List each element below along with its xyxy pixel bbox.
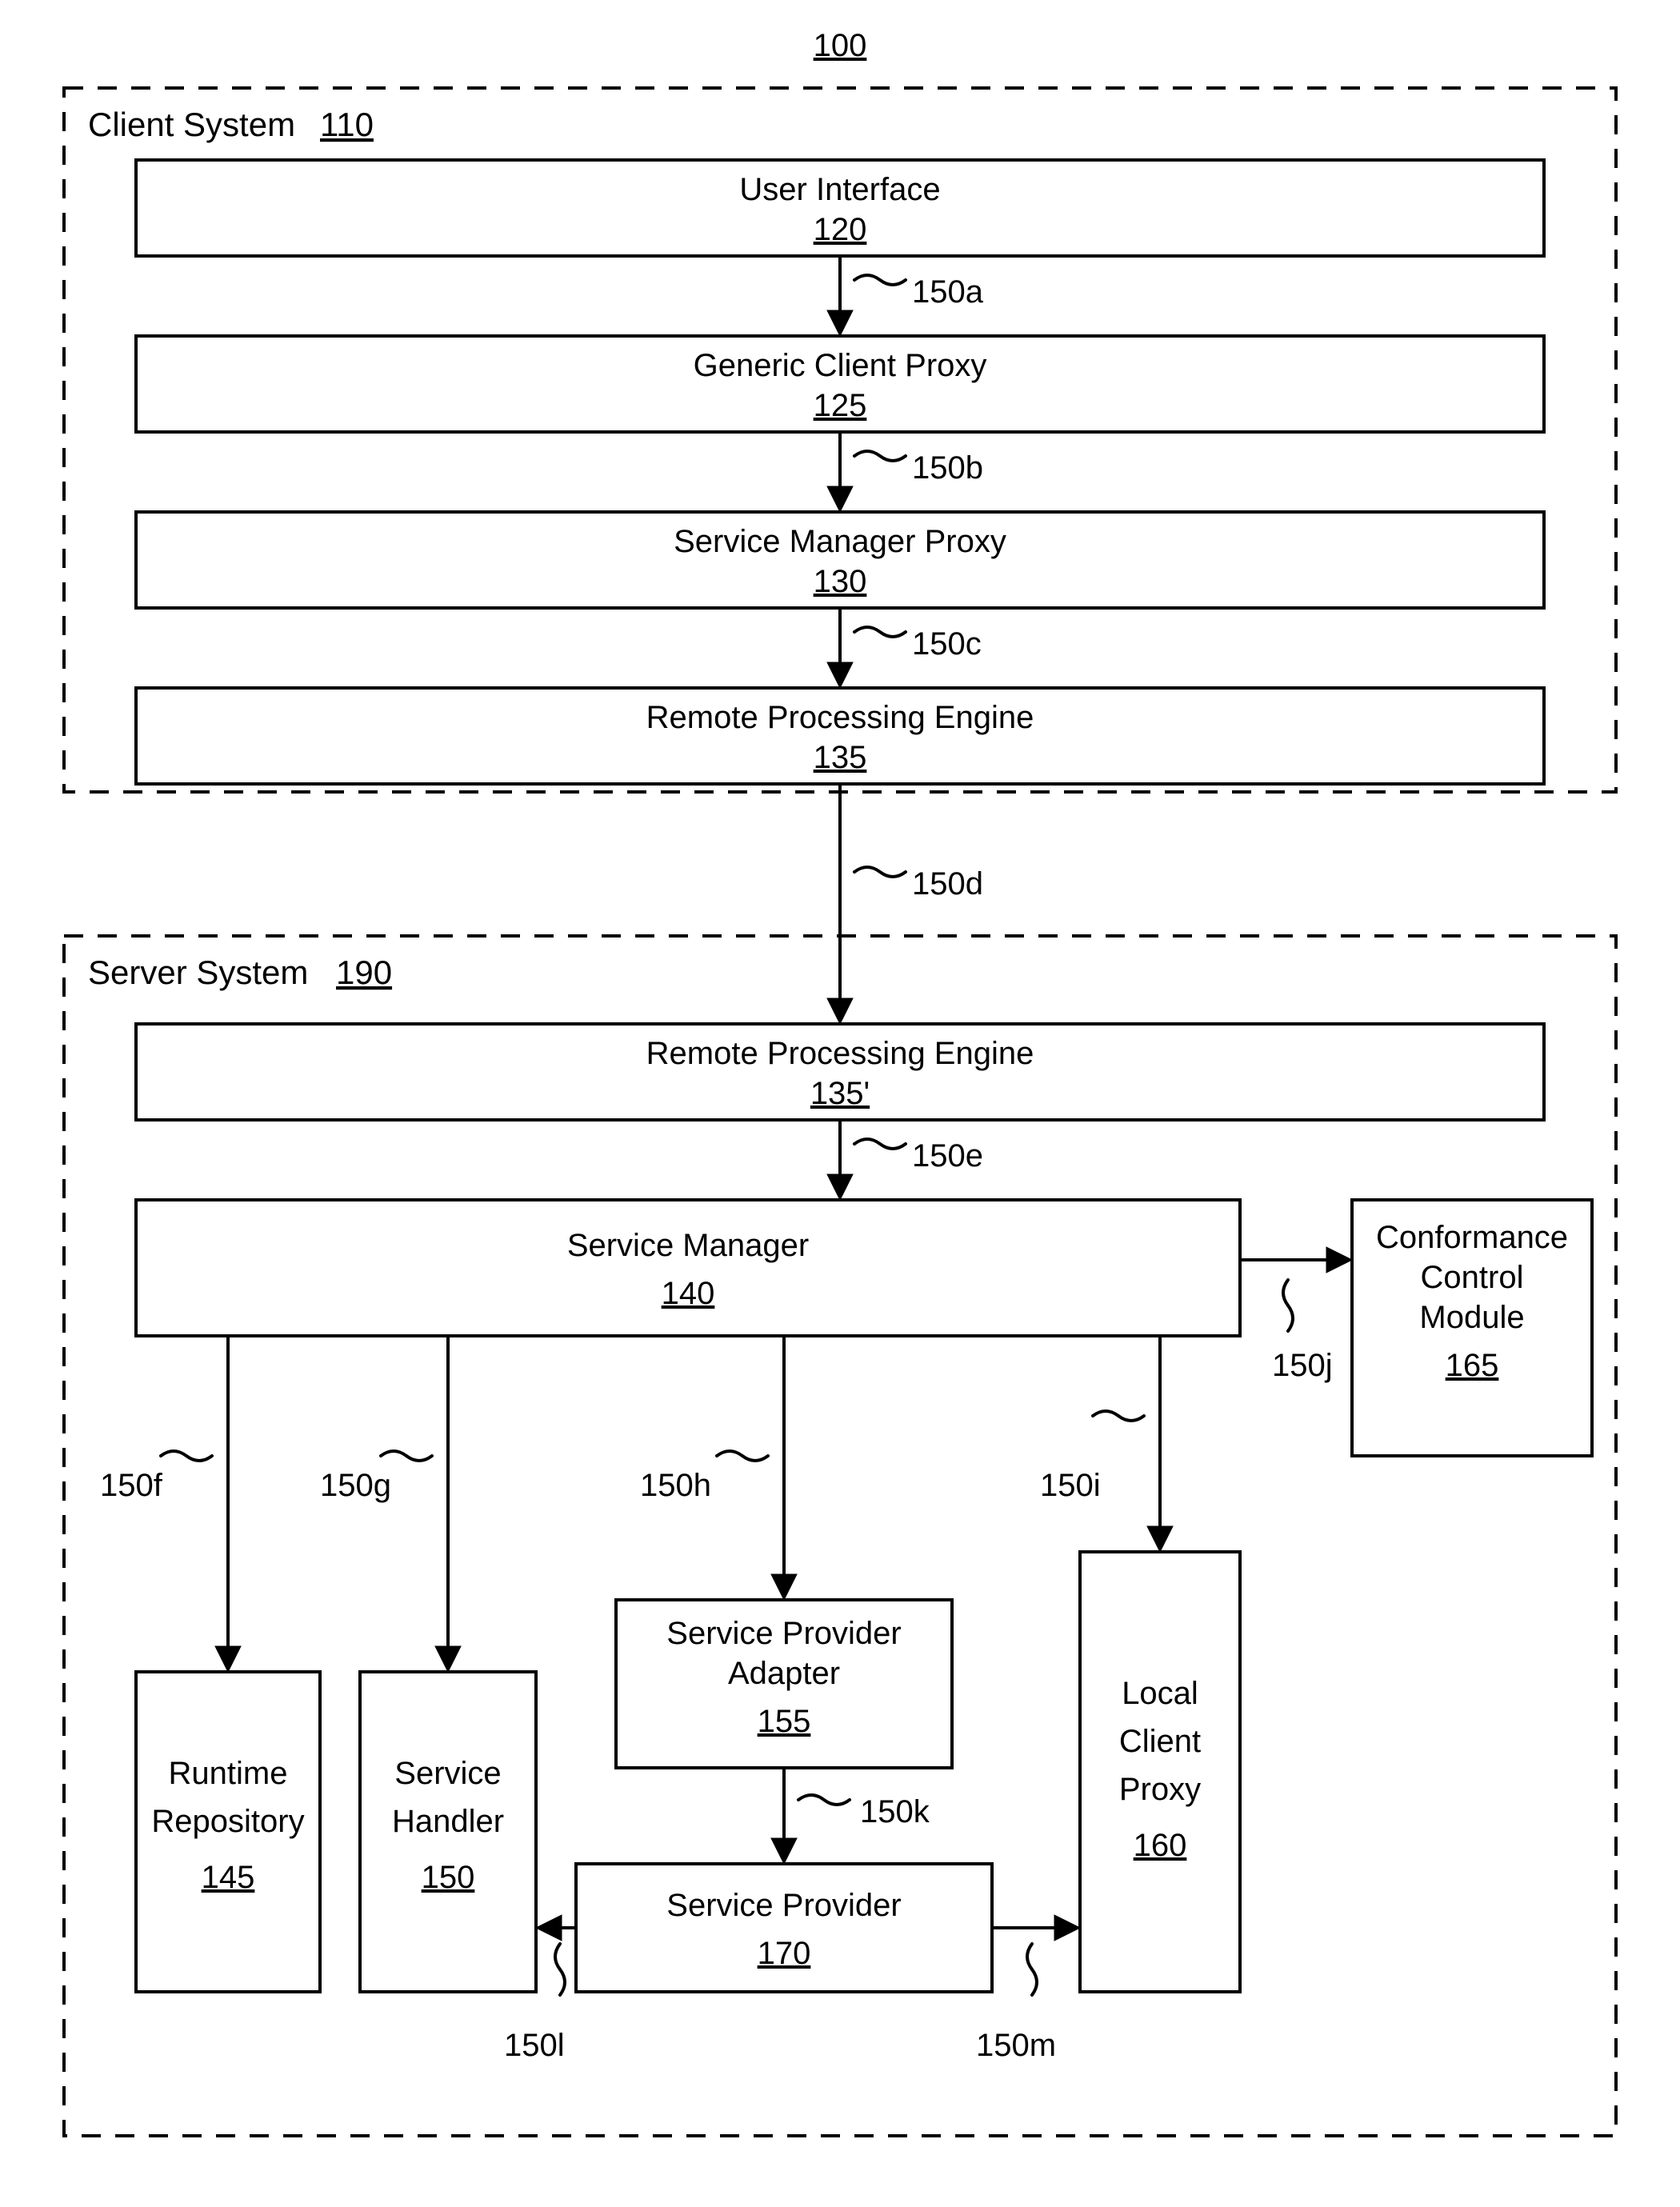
ccm-ref: 165 bbox=[1446, 1348, 1499, 1383]
svg-text:150g: 150g bbox=[320, 1468, 391, 1503]
svg-text:150l: 150l bbox=[504, 2028, 565, 2063]
user-interface-ref: 120 bbox=[814, 212, 867, 247]
lcp-line1: Local bbox=[1122, 1676, 1198, 1711]
sp-line1: Service Provider bbox=[666, 1888, 901, 1923]
edge-150k: 150k bbox=[771, 1768, 930, 1864]
service-provider-box bbox=[576, 1864, 992, 1992]
edge-150d: 150d bbox=[827, 784, 983, 1024]
svg-text:150f: 150f bbox=[100, 1468, 163, 1503]
diagram-root: 100 Client System 110 User Interface 120… bbox=[0, 0, 1680, 2203]
edge-150i: 150i bbox=[1040, 1336, 1173, 1552]
lcp-line3: Proxy bbox=[1119, 1772, 1201, 1807]
rr-line1: Runtime bbox=[169, 1756, 288, 1791]
rr-ref: 145 bbox=[202, 1860, 255, 1895]
ccm-line1: Conformance bbox=[1376, 1220, 1568, 1255]
server-system-ref: 190 bbox=[336, 954, 392, 991]
svg-text:150i: 150i bbox=[1040, 1468, 1101, 1503]
remote-processing-engine-client-ref: 135 bbox=[814, 740, 867, 775]
remote-processing-engine-server-title: Remote Processing Engine bbox=[646, 1036, 1034, 1071]
svg-text:150d: 150d bbox=[912, 866, 983, 902]
edge-150c: 150c bbox=[827, 608, 982, 688]
user-interface-title: User Interface bbox=[739, 172, 940, 207]
edge-150h: 150h bbox=[640, 1336, 797, 1600]
edge-150g: 150g bbox=[320, 1336, 461, 1672]
svg-text:150k: 150k bbox=[860, 1794, 930, 1829]
sp-ref: 170 bbox=[758, 1936, 811, 1971]
client-system-label: Client System bbox=[88, 106, 295, 143]
svg-text:150a: 150a bbox=[912, 274, 984, 310]
spa-line2: Adapter bbox=[728, 1656, 840, 1691]
service-manager-box bbox=[136, 1200, 1240, 1336]
svg-text:150j: 150j bbox=[1272, 1348, 1333, 1383]
svg-text:150c: 150c bbox=[912, 626, 982, 662]
generic-client-proxy-title: Generic Client Proxy bbox=[694, 348, 987, 383]
svg-text:150e: 150e bbox=[912, 1138, 983, 1173]
ccm-line2: Control bbox=[1421, 1260, 1524, 1295]
lcp-ref: 160 bbox=[1134, 1828, 1187, 1863]
edge-150b: 150b bbox=[827, 432, 983, 512]
figure-ref: 100 bbox=[814, 28, 867, 63]
service-manager-proxy-title: Service Manager Proxy bbox=[674, 524, 1006, 559]
sh-ref: 150 bbox=[422, 1860, 475, 1895]
svg-text:150b: 150b bbox=[912, 450, 983, 486]
lcp-line2: Client bbox=[1119, 1724, 1201, 1759]
server-system-label: Server System bbox=[88, 954, 308, 991]
service-manager-ref: 140 bbox=[662, 1276, 715, 1311]
client-system-ref: 110 bbox=[320, 106, 374, 143]
service-manager-title: Service Manager bbox=[567, 1228, 809, 1263]
service-manager-proxy-ref: 130 bbox=[814, 564, 867, 599]
edge-150j: 150j bbox=[1240, 1247, 1352, 1383]
remote-processing-engine-client-title: Remote Processing Engine bbox=[646, 700, 1034, 735]
edge-150e: 150e bbox=[827, 1120, 983, 1200]
spa-line1: Service Provider bbox=[666, 1616, 901, 1651]
rr-line2: Repository bbox=[151, 1804, 304, 1839]
svg-text:150h: 150h bbox=[640, 1468, 711, 1503]
svg-text:150m: 150m bbox=[976, 2028, 1056, 2063]
ccm-line3: Module bbox=[1419, 1300, 1524, 1335]
generic-client-proxy-ref: 125 bbox=[814, 388, 867, 423]
sh-line1: Service bbox=[394, 1756, 501, 1791]
remote-processing-engine-server-ref: 135' bbox=[810, 1076, 870, 1111]
sh-line2: Handler bbox=[392, 1804, 504, 1839]
edge-150f: 150f bbox=[100, 1336, 241, 1672]
spa-ref: 155 bbox=[758, 1704, 811, 1739]
edge-150a: 150a bbox=[827, 256, 984, 336]
